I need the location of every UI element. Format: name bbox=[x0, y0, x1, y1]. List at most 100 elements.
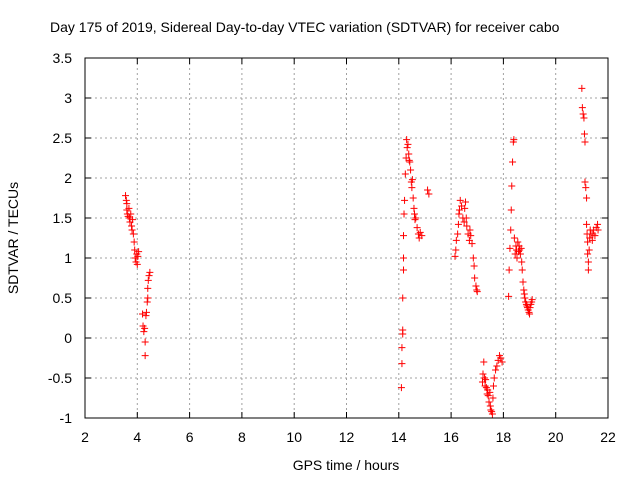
data-point bbox=[405, 156, 413, 164]
data-point bbox=[140, 328, 148, 336]
data-point bbox=[506, 244, 514, 252]
data-point bbox=[519, 278, 527, 286]
data-point bbox=[454, 220, 462, 228]
data-point bbox=[581, 138, 589, 146]
y-tick-label: 1 bbox=[64, 250, 72, 266]
x-tick-label: 12 bbox=[339, 429, 355, 445]
data-point bbox=[146, 268, 154, 276]
data-point bbox=[507, 226, 515, 234]
data-point bbox=[405, 150, 413, 158]
data-point bbox=[400, 254, 408, 262]
data-point bbox=[579, 110, 587, 118]
data-point bbox=[505, 266, 513, 274]
data-point bbox=[412, 214, 420, 222]
data-point bbox=[144, 294, 152, 302]
x-tick-label: 2 bbox=[81, 429, 89, 445]
data-point bbox=[143, 298, 151, 306]
data-point bbox=[414, 230, 422, 238]
x-tick-label: 14 bbox=[391, 429, 407, 445]
data-point bbox=[452, 236, 460, 244]
y-tick-label: -0.5 bbox=[48, 370, 72, 386]
grid-layer bbox=[85, 58, 608, 418]
data-point bbox=[467, 232, 475, 240]
data-point bbox=[461, 204, 469, 212]
chart-title: Day 175 of 2019, Sidereal Day-to-day VTE… bbox=[50, 19, 560, 35]
data-point bbox=[460, 218, 468, 226]
data-point bbox=[461, 198, 469, 206]
data-point bbox=[517, 244, 525, 252]
x-tick-label: 8 bbox=[238, 429, 246, 445]
data-point bbox=[510, 136, 518, 144]
data-point bbox=[399, 294, 407, 302]
data-point bbox=[493, 362, 501, 370]
data-point bbox=[424, 186, 432, 194]
data-point bbox=[462, 214, 470, 222]
data-point bbox=[510, 234, 518, 242]
data-point bbox=[505, 292, 513, 300]
data-point bbox=[518, 266, 526, 274]
data-point bbox=[468, 240, 476, 248]
data-point bbox=[141, 338, 149, 346]
data-point bbox=[125, 214, 133, 222]
data-point bbox=[584, 266, 592, 274]
data-point bbox=[469, 254, 477, 262]
data-point bbox=[485, 398, 493, 406]
data-point bbox=[516, 250, 524, 258]
data-point bbox=[135, 248, 143, 256]
data-point bbox=[404, 140, 412, 148]
data-point bbox=[521, 294, 529, 302]
data-point bbox=[128, 226, 136, 234]
x-tick-label: 18 bbox=[496, 429, 512, 445]
data-point bbox=[139, 310, 147, 318]
data-point bbox=[526, 304, 534, 312]
data-point bbox=[403, 144, 411, 152]
data-point bbox=[123, 200, 131, 208]
data-point bbox=[482, 376, 490, 384]
data-point bbox=[509, 158, 517, 166]
data-point bbox=[585, 246, 593, 254]
data-point bbox=[588, 236, 596, 244]
data-point bbox=[399, 326, 407, 334]
data-point bbox=[425, 190, 433, 198]
data-point bbox=[472, 282, 480, 290]
data-point bbox=[401, 170, 409, 178]
y-tick-label: 2.5 bbox=[53, 130, 73, 146]
data-point bbox=[408, 176, 416, 184]
data-point bbox=[513, 254, 521, 262]
data-point bbox=[471, 274, 479, 282]
data-point bbox=[127, 210, 135, 218]
y-tick-label: 3.5 bbox=[53, 50, 73, 66]
data-point bbox=[520, 290, 528, 298]
data-point bbox=[142, 312, 150, 320]
y-axis-label: SDTVAR / TECUs bbox=[5, 182, 21, 294]
x-tick-label: 16 bbox=[443, 429, 459, 445]
data-point bbox=[144, 276, 152, 284]
y-tick-label: 2 bbox=[64, 170, 72, 186]
data-point bbox=[583, 220, 591, 228]
data-point bbox=[398, 344, 406, 352]
data-point bbox=[526, 310, 534, 318]
y-tick-label: -1 bbox=[60, 410, 73, 426]
x-axis-label: GPS time / hours bbox=[293, 457, 400, 473]
data-point bbox=[125, 204, 133, 212]
data-point bbox=[584, 258, 592, 266]
data-point bbox=[134, 252, 142, 260]
data-point bbox=[455, 210, 463, 218]
data-point bbox=[488, 410, 496, 418]
data-point bbox=[133, 260, 141, 268]
data-point bbox=[582, 184, 590, 192]
data-point bbox=[122, 196, 130, 204]
data-point bbox=[481, 382, 489, 390]
data-point bbox=[580, 130, 588, 138]
data-point bbox=[514, 238, 522, 246]
data-point bbox=[456, 196, 464, 204]
data-point bbox=[484, 392, 492, 400]
data-point bbox=[591, 232, 599, 240]
data-point bbox=[498, 358, 506, 366]
x-tick-label: 10 bbox=[286, 429, 302, 445]
data-point bbox=[401, 196, 409, 204]
data-point bbox=[578, 84, 586, 92]
x-tick-label: 6 bbox=[186, 429, 194, 445]
data-point bbox=[122, 192, 130, 200]
